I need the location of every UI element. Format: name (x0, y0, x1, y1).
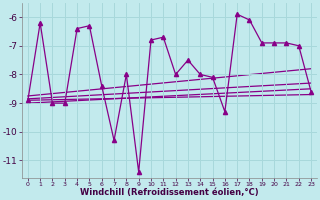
X-axis label: Windchill (Refroidissement éolien,°C): Windchill (Refroidissement éolien,°C) (80, 188, 259, 197)
